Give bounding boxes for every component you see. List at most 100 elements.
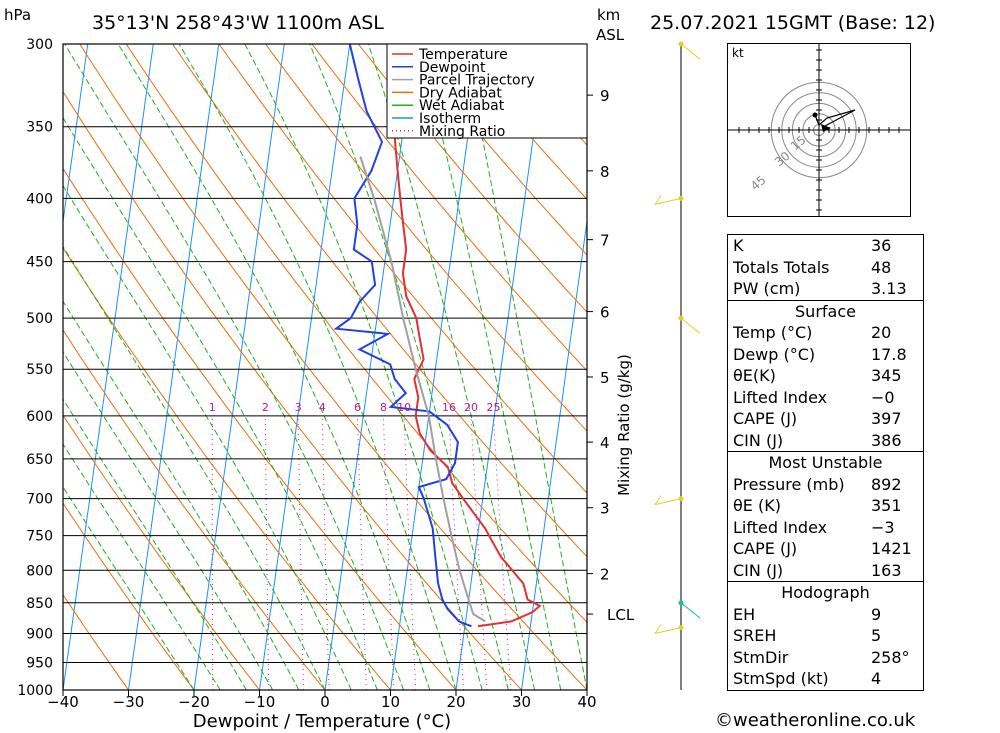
unstable-section-title: Most Unstable [768, 453, 883, 472]
index-label: Pressure (mb) [733, 474, 845, 494]
index-value: 163 [871, 560, 902, 580]
legend-label: Wet Adiabat [419, 98, 505, 114]
wet-adiabat-line [63, 300, 300, 690]
height-unit-asl: ASL [596, 26, 625, 44]
index-label: θE (K) [733, 496, 781, 515]
x-axis-label: Dewpoint / Temperature (°C) [193, 711, 451, 732]
pressure-tick-label: 1000 [17, 683, 53, 699]
pressure-tick-label: 600 [26, 409, 53, 425]
index-label: StmSpd (kt) [733, 669, 829, 688]
index-row: Totals Totals 48 [728, 257, 923, 279]
height-tick-label: LCL [607, 606, 635, 624]
index-row: CIN (J) 386 [728, 430, 923, 452]
height-tick-label: 7 [600, 232, 610, 250]
dry-adiabat-line [63, 90, 522, 690]
index-value: 20 [871, 323, 892, 342]
dry-adiabat-line [357, 44, 587, 313]
index-row: StmDir 258° [728, 647, 923, 669]
index-label: θE(K) [733, 366, 776, 385]
index-label: PW (cm) [733, 279, 801, 298]
dry-adiabat-line [79, 44, 587, 690]
index-label: Dewp (°C) [733, 344, 816, 364]
index-value: 258° [871, 647, 910, 667]
mixing-ratio-label: 6 [354, 401, 361, 414]
mixing-ratio-axis-label: Mixing Ratio (g/kg) [615, 354, 633, 496]
mixing-ratio-label: 25 [487, 401, 501, 414]
index-row: SREH 5 [728, 625, 923, 647]
index-value: 48 [871, 257, 892, 277]
pressure-tick-label: 850 [26, 596, 53, 612]
index-label: K [733, 236, 744, 255]
pressure-tick-label: 450 [26, 255, 53, 271]
index-label: EH [733, 604, 756, 624]
mixing-ratio-line [383, 415, 395, 690]
dry-adiabat-line [63, 593, 129, 690]
index-value: −3 [871, 517, 895, 537]
wet-adiabat-line [63, 184, 352, 690]
pressure-tick-label: 400 [26, 191, 53, 207]
isotherm-line [63, 44, 154, 690]
parcel-trajectory-profile [359, 156, 486, 623]
index-value: 5 [871, 626, 882, 645]
wind-barb [654, 495, 684, 506]
pressure-tick-label: 900 [26, 627, 53, 643]
legend-label: Dry Adiabat [419, 85, 502, 101]
mixing-ratio-label: 4 [319, 401, 326, 414]
surface-section-title: Surface [795, 301, 856, 321]
index-label: StmDir [733, 647, 789, 667]
height-unit-km: km [597, 6, 621, 24]
pressure-tick-label: 500 [26, 311, 53, 327]
mixing-ratio-label: 2 [262, 401, 269, 414]
wet-adiabat-line [367, 44, 536, 690]
index-value: 1421 [871, 539, 912, 558]
index-row: θE(K) 345 [728, 365, 923, 387]
mixing-ratio-label: 8 [380, 401, 387, 414]
dry-adiabat-line [63, 502, 195, 690]
index-label: SREH [733, 626, 777, 645]
datetime-title: 25.07.2021 15GMT (Base: 12) [650, 12, 936, 34]
mixing-ratio-line [357, 415, 367, 690]
dry-adiabat-line [450, 44, 587, 201]
pressure-tick-label: 800 [26, 563, 53, 579]
wind-barb [654, 624, 684, 634]
mixing-ratio-line [297, 415, 304, 690]
dewpoint-profile [333, 44, 472, 628]
index-row: θE (K) 351 [728, 495, 923, 517]
mixing-ratio-label: 3 [295, 401, 302, 414]
index-value: 386 [871, 430, 902, 450]
hodograph-trace [814, 109, 856, 127]
pressure-tick-label: 300 [26, 37, 53, 53]
index-label: CAPE (J) [733, 409, 798, 428]
index-row: CAPE (J) 1421 [728, 538, 923, 560]
index-value: 345 [871, 366, 902, 385]
index-row: CAPE (J) 397 [728, 408, 923, 430]
index-row: Pressure (mb) 892 [728, 474, 923, 496]
mixing-ratio-label: 1 [209, 401, 216, 414]
index-label: Lifted Index [733, 517, 828, 537]
index-label: Temp (°C) [733, 323, 813, 342]
pressure-tick-label: 350 [26, 120, 53, 136]
hodograph-point [812, 112, 818, 118]
index-value: 36 [871, 236, 892, 255]
index-label: CIN (J) [733, 430, 784, 450]
temperature-profile [388, 44, 542, 628]
location-title: 35°13'N 258°43'W 1100m ASL [92, 12, 384, 34]
height-tick-label: 5 [600, 369, 610, 387]
dry-adiabat-line [637, 44, 700, 690]
height-tick-label: 4 [600, 434, 610, 452]
wind-barb [654, 195, 684, 205]
legend-label: Isotherm [419, 111, 481, 127]
pressure-tick-label: 950 [26, 656, 53, 672]
height-tick-label: 8 [600, 163, 610, 181]
wet-adiabat-line [309, 44, 509, 690]
pressure-tick-label: 650 [26, 452, 53, 468]
isotherm-line [0, 44, 22, 690]
x-tick-label: −20 [178, 693, 210, 711]
index-label: Totals Totals [733, 257, 830, 277]
pressure-unit-label: hPa [4, 6, 32, 24]
x-tick-label: 10 [381, 693, 400, 711]
pressure-tick-label: 700 [26, 492, 53, 508]
index-label: Lifted Index [733, 387, 828, 407]
